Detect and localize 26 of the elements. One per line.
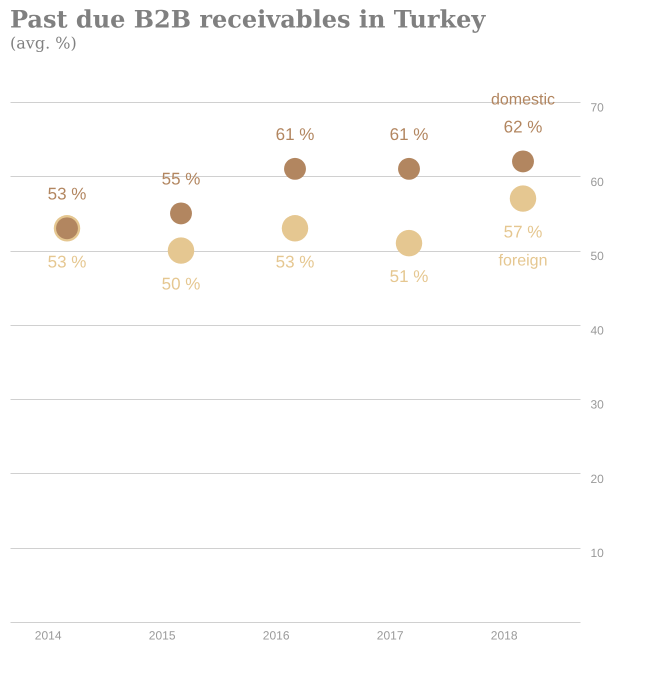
text: domestic bbox=[490, 91, 556, 108]
x-tick-label: 2015 bbox=[148, 628, 176, 642]
y-tick-label: 70 bbox=[590, 100, 604, 114]
data-label: 61 % bbox=[390, 124, 428, 144]
chart-title: Past due B2B receivables in Turkey bbox=[10, 4, 486, 34]
data-label: 57 % bbox=[504, 222, 542, 242]
x-tick-label: 2017 bbox=[376, 628, 404, 642]
data-label: 55 % bbox=[162, 169, 200, 188]
data-label: 53 % bbox=[48, 184, 86, 204]
data-label: 51 % bbox=[390, 267, 428, 286]
data-label: 53 % bbox=[48, 252, 86, 272]
y-tick-label: 10 bbox=[590, 546, 604, 560]
y-tick-label: 20 bbox=[590, 472, 604, 486]
y-tick-label: 40 bbox=[590, 323, 604, 338]
data-label: 53 % bbox=[276, 252, 314, 272]
y-tick-label: 50 bbox=[590, 249, 604, 264]
y-tick-label: 30 bbox=[590, 398, 604, 412]
x-tick-label: 2016 bbox=[262, 628, 290, 642]
data-label: 50 % bbox=[162, 274, 200, 294]
x-tick-label: 2014 bbox=[34, 628, 62, 642]
data-label: 61 % bbox=[276, 124, 314, 144]
data-label: 62 % bbox=[504, 117, 542, 136]
chart-subtitle: (avg. %) bbox=[10, 33, 77, 52]
x-tick-label: 2018 bbox=[490, 628, 518, 642]
y-tick-label: 60 bbox=[590, 174, 604, 189]
text: foreign bbox=[498, 252, 548, 270]
